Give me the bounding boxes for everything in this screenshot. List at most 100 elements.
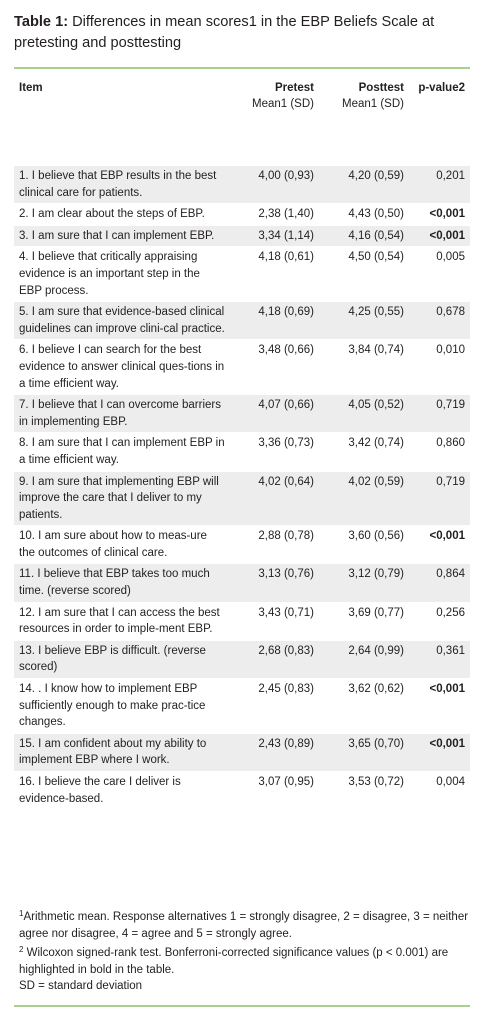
row-pretest-value: 2,43 (0,89) — [258, 737, 314, 750]
row-posttest-value: 4,25 (0,55) — [348, 306, 404, 319]
table-row: 6. I believe I can search for the best e… — [14, 340, 470, 396]
table-row: 8. I am sure that I can implement EBP in… — [14, 433, 470, 472]
table-title-label: Table 1: — [14, 14, 69, 30]
footnote-2: 2 Wilcoxon signed-rank test. Bonferroni-… — [19, 942, 469, 978]
header-pretest: Pretest Mean1 (SD) — [228, 80, 314, 112]
header-posttest-label: Posttest — [358, 82, 404, 94]
row-posttest-value: 4,05 (0,52) — [348, 399, 404, 412]
row-posttest-value: 3,84 (0,74) — [348, 344, 404, 357]
row-pretest-value: 4,02 (0,64) — [258, 475, 314, 488]
row-posttest-value: 3,65 (0,70) — [348, 737, 404, 750]
row-pretest-value: 4,07 (0,66) — [258, 399, 314, 412]
top-rule — [14, 67, 470, 69]
row-pretest-value: 3,36 (0,73) — [258, 437, 314, 450]
row-pvalue: 0,860 — [436, 437, 465, 450]
row-item-text: 5. I am sure that evidence-based clinica… — [19, 306, 225, 335]
row-pretest-value: 3,13 (0,76) — [258, 568, 314, 581]
footnote-1-mark: 1 — [19, 909, 24, 918]
row-posttest-value: 3,60 (0,56) — [348, 530, 404, 543]
row-pvalue: <0,001 — [429, 229, 466, 242]
row-pretest-value: 2,68 (0,83) — [258, 644, 314, 657]
table-row: 14. . I know how to implement EBP suffic… — [14, 679, 470, 734]
table-body: 1. I believe that EBP results in the bes… — [14, 166, 470, 811]
footnote-3: SD = standard deviation — [19, 980, 143, 992]
row-pretest-value: 2,88 (0,78) — [258, 530, 314, 543]
row-item-text: 3. I am sure that I can implement EBP. — [19, 229, 215, 242]
row-item-text: 16. I believe the care I deliver is evid… — [19, 776, 181, 805]
footnote-2-mark: 2 — [19, 945, 24, 954]
row-pretest-value: 3,43 (0,71) — [258, 606, 314, 619]
row-posttest-value: 3,12 (0,79) — [348, 568, 404, 581]
row-pretest-value: 4,00 (0,93) — [258, 170, 314, 182]
row-item-text: 8. I am sure that I can implement EBP in… — [19, 437, 225, 466]
row-item-text: 1. I believe that EBP results in the bes… — [19, 170, 217, 199]
header-item: Item — [19, 80, 43, 96]
row-pvalue: <0,001 — [429, 737, 466, 750]
header-pretest-label: Pretest — [275, 82, 314, 94]
table-row: 12. I am sure that I can access the best… — [14, 603, 470, 641]
row-pretest-value: 3,48 (0,66) — [258, 344, 314, 357]
row-posttest-value: 4,02 (0,59) — [348, 475, 404, 488]
row-pretest-value: 3,34 (1,14) — [258, 229, 314, 242]
table-footnotes: 1Arithmetic mean. Response alternatives … — [19, 906, 469, 995]
row-posttest-value: 3,69 (0,77) — [348, 606, 404, 619]
footnote-2-text: Wilcoxon signed-rank test. Bonferroni-co… — [19, 947, 449, 976]
row-item-text: 10. I am sure about how to meas-ure the … — [19, 530, 207, 559]
row-posttest-value: 3,53 (0,72) — [348, 776, 404, 788]
row-posttest-value: 4,20 (0,59) — [348, 170, 404, 182]
row-pretest-value: 2,45 (0,83) — [258, 683, 314, 696]
row-posttest-value: 4,43 (0,50) — [348, 208, 404, 221]
header-item-label: Item — [19, 82, 43, 94]
row-pvalue: <0,001 — [429, 530, 466, 543]
table-row: 10. I am sure about how to meas-ure the … — [14, 526, 470, 565]
row-item-text: 13. I believe EBP is difficult. (reverse… — [19, 644, 206, 674]
table-row: 13. I believe EBP is difficult. (reverse… — [14, 640, 470, 680]
row-pvalue: 0,010 — [436, 344, 465, 357]
table-row: 9. I am sure that implementing EBP will … — [14, 471, 470, 527]
row-item-text: 14. . I know how to implement EBP suffic… — [19, 683, 206, 729]
table-row: 15. I am confident about my ability to i… — [14, 733, 470, 772]
bottom-rule — [14, 1005, 470, 1007]
row-pvalue: 0,864 — [436, 568, 465, 581]
row-pvalue: 0,719 — [436, 399, 465, 412]
row-pretest-value: 4,18 (0,69) — [258, 306, 314, 319]
header-pvalue: p-value2 — [407, 80, 465, 96]
row-posttest-value: 4,50 (0,54) — [348, 251, 404, 264]
row-pretest-value: 4,18 (0,61) — [258, 251, 314, 264]
row-item-text: 12. I am sure that I can access the best… — [19, 606, 220, 636]
row-pvalue: 0,361 — [436, 644, 465, 657]
table-row: 5. I am sure that evidence-based clinica… — [14, 302, 470, 341]
table-row: 4. I believe that critically appraising … — [14, 247, 470, 303]
table-title: Table 1: Differences in mean scores1 in … — [14, 12, 474, 54]
table-row: 16. I believe the care I deliver is evid… — [14, 772, 470, 811]
row-item-text: 2. I am clear about the steps of EBP. — [19, 208, 205, 221]
row-pvalue: 0,719 — [436, 475, 465, 488]
row-pvalue: <0,001 — [429, 208, 466, 221]
footnote-1-text: Arithmetic mean. Response alternatives 1… — [19, 911, 469, 940]
table-row: 3. I am sure that I can implement EBP. 3,… — [14, 225, 470, 248]
row-item-text: 15. I am confident about my ability to i… — [19, 737, 207, 767]
row-pvalue: <0,001 — [429, 683, 466, 696]
row-pvalue: 0,005 — [436, 251, 465, 264]
row-item-text: 6. I believe I can search for the best e… — [19, 344, 225, 390]
row-posttest-value: 3,62 (0,62) — [348, 683, 404, 696]
row-posttest-value: 3,42 (0,74) — [348, 437, 404, 450]
footnote-1: 1Arithmetic mean. Response alternatives … — [19, 906, 469, 942]
header-posttest: Posttest Mean1 (SD) — [322, 80, 404, 112]
header-posttest-sub: Mean1 (SD) — [342, 98, 404, 110]
row-item-text: 7. I believe that I can overcome barrier… — [19, 399, 221, 428]
row-pretest-value: 3,07 (0,95) — [258, 776, 314, 788]
row-pvalue: 0,004 — [436, 776, 465, 788]
row-item-text: 9. I am sure that implementing EBP will … — [19, 475, 219, 521]
table-row: 7. I believe that I can overcome barrier… — [14, 395, 470, 434]
header-pvalue-label: p-value2 — [418, 82, 465, 94]
row-pretest-value: 2,38 (1,40) — [258, 208, 314, 221]
row-pvalue: 0,256 — [436, 606, 465, 619]
table-row: 2. I am clear about the steps of EBP. 2,3… — [14, 204, 470, 226]
row-item-text: 4. I believe that critically appraising … — [19, 251, 200, 297]
row-item-text: 11. I believe that EBP takes too much ti… — [19, 568, 210, 598]
row-posttest-value: 4,16 (0,54) — [348, 229, 404, 242]
header-pretest-sub: Mean1 (SD) — [252, 98, 314, 110]
table-row: 1. I believe that EBP results in the bes… — [14, 166, 470, 205]
